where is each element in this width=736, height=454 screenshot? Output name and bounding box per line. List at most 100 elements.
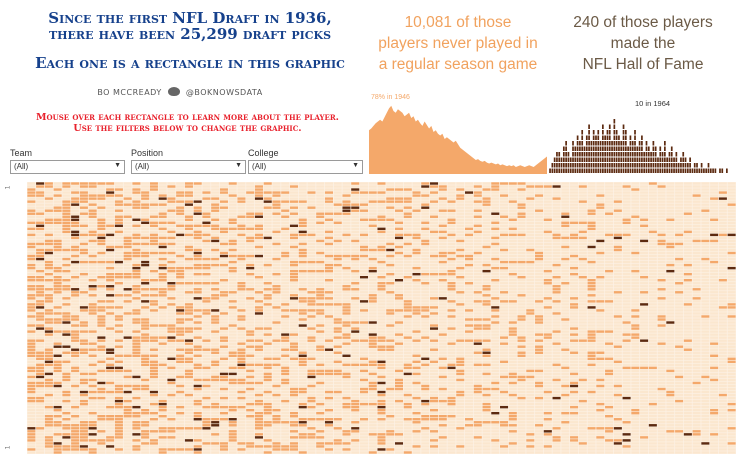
- draft-pick-cell: [149, 351, 158, 354]
- hof-bar-segment: [608, 157, 611, 162]
- draft-pick-cell: [333, 436, 342, 439]
- draft-pick-cell: [53, 188, 62, 191]
- draft-pick-cell: [316, 212, 325, 215]
- draft-pick-cell: [158, 248, 167, 252]
- draft-pick-cell: [44, 418, 53, 421]
- draft-pick-cell: [272, 191, 281, 194]
- draft-pick-cell: [62, 242, 71, 246]
- draft-pick-cell: [211, 266, 220, 270]
- draft-pick-cell: [386, 336, 395, 339]
- draft-pick-cell: [176, 272, 185, 276]
- draft-pick-cell: [412, 245, 421, 249]
- draft-pick-cell: [333, 197, 342, 200]
- draft-pick-cell: [368, 209, 377, 212]
- draft-pick-cell: [237, 348, 246, 351]
- draft-pick-cell: [123, 411, 132, 415]
- draft-pick-cell: [202, 218, 211, 221]
- draft-pick-cell: [281, 415, 290, 418]
- filter-position-select[interactable]: (All) ▼: [131, 160, 246, 174]
- draft-pick-cell: [97, 297, 106, 300]
- draft-pick-cell: [438, 333, 447, 336]
- draft-pick-cell: [219, 303, 228, 306]
- draft-pick-cell: [438, 194, 447, 197]
- draft-pick-cell: [184, 427, 193, 430]
- draft-pick-cell: [438, 306, 447, 309]
- draft-pick-cell: [237, 285, 246, 288]
- draft-pick-cell: [44, 288, 53, 291]
- hof-bar-segment: [654, 146, 657, 151]
- draft-pick-cell: [141, 188, 150, 191]
- draft-pick-cell: [368, 433, 377, 436]
- draft-pick-cell: [193, 363, 202, 367]
- draft-pick-cell: [27, 357, 36, 361]
- draft-pick-cell: [342, 348, 351, 351]
- draft-pick-cell: [368, 442, 377, 445]
- draft-pick-cell: [141, 430, 150, 433]
- draft-pick-cell: [228, 345, 237, 348]
- draft-pick-cell: [167, 418, 176, 421]
- draft-pick-cell: [324, 212, 333, 215]
- draft-pick-cell: [316, 324, 325, 327]
- draft-pick-cell: [44, 230, 53, 234]
- draft-pick-cell: [298, 430, 307, 433]
- draft-pick-cell: [272, 230, 281, 234]
- draft-pick-cell: [184, 418, 193, 421]
- twitter-handle[interactable]: @BOKNOWSDATA: [185, 88, 263, 97]
- draft-pick-cell: [333, 279, 342, 282]
- draft-pick-cell: [36, 233, 45, 237]
- draft-pick-cell: [412, 285, 421, 288]
- draft-pick-cell: [394, 272, 404, 276]
- draft-pick-cell: [79, 269, 88, 273]
- hof-bar-segment: [622, 124, 625, 129]
- draft-pick-cell: [176, 433, 185, 436]
- hall-of-fame-bar-chart[interactable]: 10 in 1964: [549, 90, 735, 174]
- draft-pick-cell: [149, 188, 158, 191]
- draft-pick-cell: [237, 327, 246, 330]
- draft-pick-cell: [289, 330, 298, 333]
- draft-pick-cell: [132, 390, 141, 394]
- draft-pick-cell: [237, 203, 246, 206]
- filter-team-select[interactable]: (All) ▼: [10, 160, 125, 174]
- draft-pick-cell: [62, 372, 71, 376]
- draft-pick-cell: [272, 200, 281, 203]
- draft-pick-cell: [307, 424, 316, 427]
- draft-pick-cell: [316, 260, 325, 264]
- draft-pick-cell: [447, 239, 456, 243]
- draft-pick-cell: [44, 291, 53, 294]
- draft-pick-cell: [386, 312, 395, 315]
- draft-pick-cell: [403, 405, 412, 409]
- draft-pick-cell: [386, 381, 395, 385]
- draft-pick-cell: [202, 254, 211, 258]
- draft-pick-cell: [71, 336, 80, 339]
- draft-pick-cell: [421, 390, 430, 394]
- draft-pick-cell: [237, 303, 246, 306]
- never-played-area-chart[interactable]: 78% in 1946: [369, 90, 547, 174]
- draft-pick-cell: [106, 209, 115, 212]
- draft-pick-cell: [193, 324, 202, 327]
- draft-pick-cell: [368, 327, 377, 330]
- draft-pick-cell: [141, 339, 150, 342]
- draft-pick-cell: [351, 354, 360, 357]
- draft-pick-cell: [62, 421, 71, 424]
- draft-pick-cell: [359, 269, 369, 273]
- hof-bar-segment: [565, 141, 567, 146]
- draft-pick-cell: [167, 411, 176, 415]
- draft-pick-cell: [281, 399, 290, 403]
- draft-pick-cell: [429, 215, 439, 218]
- draft-pick-cell: [456, 433, 465, 436]
- draft-pick-cell: [27, 402, 36, 406]
- draft-pick-cell: [237, 433, 246, 436]
- draft-pick-cell: [237, 439, 246, 442]
- draft-pick-cell: [377, 336, 386, 339]
- hof-bar-segment: [551, 163, 554, 168]
- filter-college-select[interactable]: (All) ▼: [248, 160, 363, 174]
- draft-pick-cell: [368, 324, 377, 327]
- draft-pick-cell: [438, 396, 447, 400]
- draft-pick-cell: [316, 387, 325, 391]
- draft-pick-cell: [184, 306, 193, 309]
- draft-pick-cell: [333, 442, 342, 445]
- draft-pick-cell: [193, 269, 202, 273]
- draft-pick-grid[interactable]: [27, 182, 736, 454]
- draft-pick-cell: [465, 206, 474, 209]
- stat-never-played: 10,081 of those players never played in …: [378, 14, 538, 73]
